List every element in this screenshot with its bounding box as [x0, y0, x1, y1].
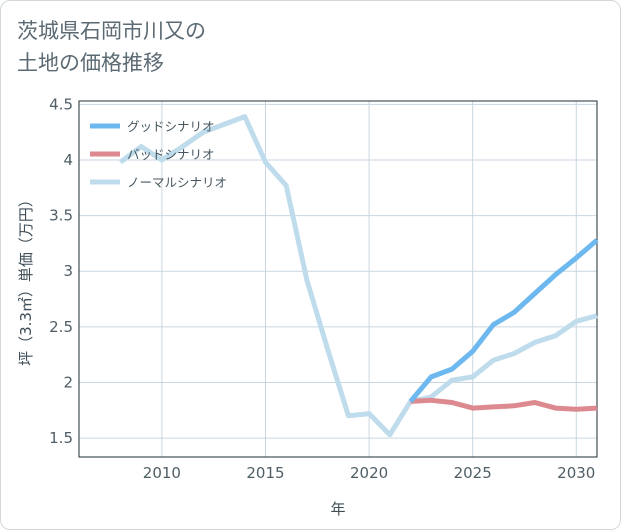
- y-tick-label: 4.5: [49, 95, 73, 113]
- legend-label: グッドシナリオ: [127, 119, 215, 134]
- y-tick-label: 1.5: [49, 429, 73, 447]
- series-line-bad: [410, 397, 598, 412]
- chart-title: 茨城県石岡市川又の 土地の価格推移: [17, 15, 206, 79]
- legend-label: バッドシナリオ: [127, 147, 215, 162]
- x-tick-label: 2030: [557, 464, 595, 482]
- chart-title-line-1: 茨城県石岡市川又の: [17, 19, 206, 43]
- series-line-good: [408, 238, 599, 404]
- x-axis-label: 年: [330, 500, 345, 518]
- series-layer: [118, 114, 599, 438]
- y-tick-label: 2: [63, 373, 73, 391]
- plot-frame: [78, 100, 598, 458]
- grid: [79, 101, 597, 457]
- x-tick-label: 2025: [454, 464, 492, 482]
- y-tick-label: 4: [63, 151, 73, 169]
- x-tick-label: 2015: [246, 464, 284, 482]
- y-tick-label: 3: [63, 262, 73, 280]
- chart-title-line-2: 土地の価格推移: [17, 51, 164, 75]
- tick-labels: 2010 2015 2020 2025 2030 1.5 2 2.5 3 3.5 4 4.5: [49, 95, 595, 482]
- x-tick-label: 2020: [350, 464, 388, 482]
- series-line-normal: [118, 114, 598, 438]
- y-axis-label: 坪（3.3㎡）単価（万円）: [17, 192, 35, 366]
- y-tick-label: 2.5: [49, 318, 73, 336]
- y-tick-label: 3.5: [49, 207, 73, 225]
- legend-label: ノーマルシナリオ: [127, 175, 227, 190]
- x-tick-label: 2010: [143, 464, 181, 482]
